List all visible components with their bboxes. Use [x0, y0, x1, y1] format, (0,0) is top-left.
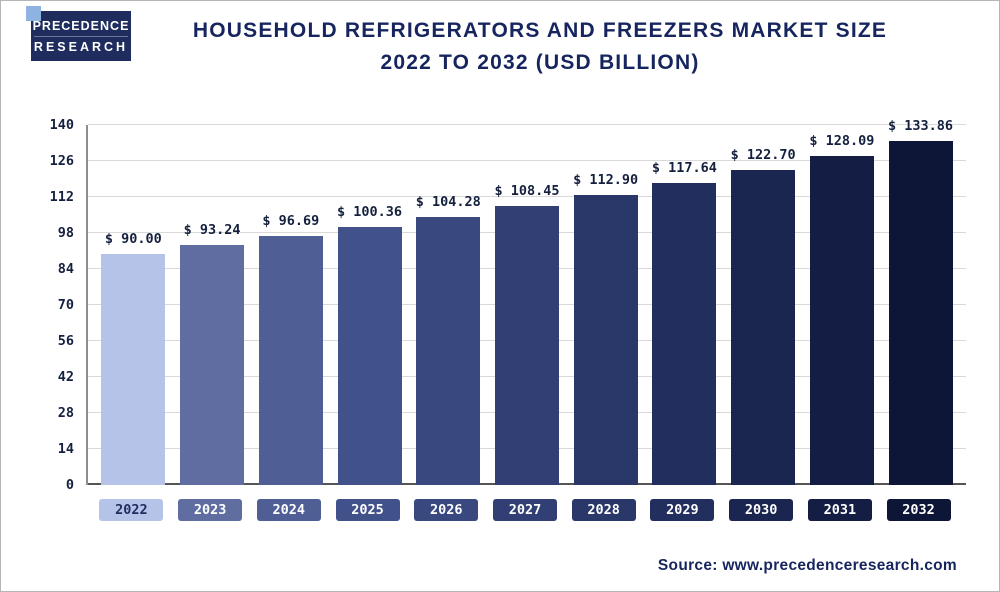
chart-title: Household Refrigerators and Freezers Mar… — [141, 15, 939, 78]
bar-value-label: $ 90.00 — [104, 230, 162, 247]
bar-slot-2028: $ 112.90 — [573, 125, 638, 485]
x-tick-chip-2029: 2029 — [650, 499, 715, 521]
bar-value-label: $ 117.64 — [651, 159, 717, 176]
y-tick-label: 56 — [57, 333, 74, 349]
y-tick-label: 112 — [49, 189, 74, 205]
y-tick-label: 14 — [57, 441, 74, 457]
y-tick-label: 126 — [49, 153, 74, 169]
bar-slot-2029: $ 117.64 — [652, 125, 717, 485]
bar-slot-2030: $ 122.70 — [731, 125, 796, 485]
bar-2032: $ 133.86 — [888, 118, 953, 485]
bar-2024: $ 96.69 — [258, 213, 323, 485]
x-tick-chip-2026: 2026 — [414, 499, 479, 521]
bar-2031: $ 128.09 — [809, 133, 874, 485]
bars-row: $ 90.00 $ 93.24 $ 96.69 $ 100.36 $ 104.28 $ 1… — [88, 118, 966, 485]
bar-2027: $ 108.45 — [494, 183, 559, 485]
gridline — [88, 196, 966, 197]
bar-slot-2024: $ 96.69 — [258, 125, 323, 485]
bar-slot-2025: $ 100.36 — [337, 125, 402, 485]
bar-value-label: $ 112.90 — [573, 171, 639, 188]
y-tick-label: 140 — [49, 117, 74, 133]
chart-title-line1: Household Refrigerators and Freezers Mar… — [192, 19, 888, 42]
bar-2023: $ 93.24 — [180, 222, 245, 485]
bar-slot-2032: $ 133.86 — [888, 118, 953, 485]
bar-slot-2031: $ 128.09 — [809, 125, 874, 485]
bar-value-label: $ 122.70 — [730, 146, 796, 163]
y-tick-label: 70 — [57, 297, 74, 313]
x-tick-chip-2028: 2028 — [571, 499, 636, 521]
bar-slot-2022: $ 90.00 — [101, 125, 166, 485]
bar-2030: $ 122.70 — [731, 147, 796, 485]
y-tick-label: 98 — [57, 225, 74, 241]
plot-area: 0 14 28 42 56 70 84 98 112 126 140 $ 90.00 $ 93.24 $ … — [50, 117, 966, 493]
bar-2025: $ 100.36 — [337, 204, 402, 485]
bar-slot-2027: $ 108.45 — [494, 125, 559, 485]
bar-value-label: $ 108.45 — [494, 183, 560, 200]
x-tick-chip-2022: 2022 — [99, 499, 164, 521]
x-tick-chip-2030: 2030 — [729, 499, 794, 521]
chart-title-line2: 2022 to 2032 (USD Billion) — [380, 50, 700, 74]
y-tick-label: 42 — [57, 369, 74, 385]
x-tick-chip-2023: 2023 — [178, 499, 243, 521]
bar-slot-2026: $ 104.28 — [416, 125, 481, 485]
precedence-research-logo: PRECEDENCE RESEARCH — [26, 6, 131, 61]
y-tick-label: 84 — [57, 261, 74, 277]
x-tick-chip-2031: 2031 — [807, 499, 872, 521]
chips-row: 2022 2023 2024 2025 2026 2027 2028 2029 2030 2031… — [86, 499, 964, 521]
bar-value-label: $ 100.36 — [337, 203, 403, 220]
bar-2028: $ 112.90 — [573, 172, 638, 485]
bar-value-label: $ 104.28 — [415, 193, 481, 210]
bar-2026: $ 104.28 — [416, 194, 481, 485]
x-tick-chip-2025: 2025 — [335, 499, 400, 521]
x-tick-chip-2032: 2032 — [886, 499, 951, 521]
logo-line2: RESEARCH — [33, 35, 129, 54]
source-link[interactable]: Source: www.precedenceresearch.com — [657, 557, 957, 574]
bar-value-label: $ 93.24 — [183, 222, 241, 239]
y-tick-label: 0 — [65, 477, 74, 493]
bar-value-label: $ 133.86 — [888, 117, 954, 134]
bar-value-label: $ 128.09 — [809, 132, 875, 149]
bar-2029: $ 117.64 — [652, 160, 717, 485]
bar-value-label: $ 96.69 — [262, 213, 320, 230]
bar-slot-2023: $ 93.24 — [180, 125, 245, 485]
logo-line1: PRECEDENCE — [32, 18, 130, 33]
gridline — [88, 124, 966, 125]
y-tick-label: 28 — [57, 405, 74, 421]
x-tick-chip-2027: 2027 — [492, 499, 557, 521]
bar-2022: $ 90.00 — [101, 231, 166, 485]
gridline — [88, 160, 966, 161]
x-tick-chip-2024: 2024 — [256, 499, 321, 521]
